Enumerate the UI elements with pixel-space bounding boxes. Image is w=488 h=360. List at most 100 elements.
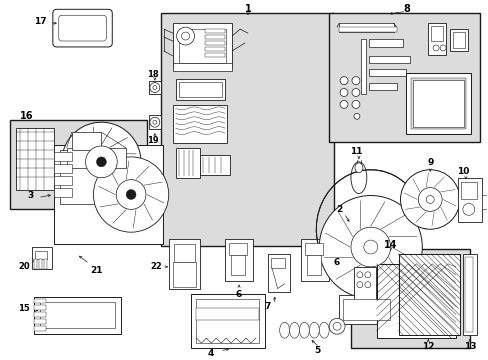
Bar <box>270 258 284 268</box>
Bar <box>196 309 258 320</box>
Circle shape <box>319 195 422 298</box>
Bar <box>343 298 389 320</box>
Bar <box>54 188 72 197</box>
Ellipse shape <box>299 322 309 338</box>
Bar <box>161 13 333 246</box>
Bar <box>172 63 232 71</box>
Text: 12: 12 <box>421 342 434 351</box>
Bar <box>35 251 47 259</box>
Bar <box>172 105 227 143</box>
Circle shape <box>150 117 160 127</box>
Bar <box>305 243 323 255</box>
Circle shape <box>328 318 345 334</box>
Bar <box>267 254 289 292</box>
Circle shape <box>364 282 370 288</box>
Circle shape <box>96 157 106 167</box>
Bar <box>34 312 46 318</box>
Bar <box>464 257 472 332</box>
Circle shape <box>93 157 168 232</box>
Circle shape <box>356 282 362 288</box>
Circle shape <box>462 203 474 215</box>
Circle shape <box>426 195 433 203</box>
Bar <box>307 255 321 275</box>
Bar <box>205 35 225 39</box>
Text: 3: 3 <box>27 191 33 200</box>
Circle shape <box>351 77 359 85</box>
Bar <box>168 239 200 289</box>
Bar <box>328 217 403 306</box>
Bar <box>353 267 375 302</box>
Bar <box>10 120 146 210</box>
Bar <box>205 41 225 45</box>
Bar <box>54 145 163 244</box>
Bar <box>338 27 396 32</box>
Bar <box>40 302 115 328</box>
Bar <box>173 244 195 262</box>
Bar <box>39 259 42 269</box>
FancyBboxPatch shape <box>53 9 112 47</box>
Circle shape <box>351 89 359 96</box>
Bar <box>376 264 455 338</box>
Circle shape <box>353 113 359 119</box>
Bar <box>205 29 225 33</box>
Bar <box>54 176 72 185</box>
Circle shape <box>356 272 362 278</box>
Bar <box>34 259 37 269</box>
Circle shape <box>351 100 359 108</box>
Bar <box>34 298 46 303</box>
Ellipse shape <box>309 322 319 338</box>
Bar <box>368 69 406 76</box>
Text: 11: 11 <box>349 148 362 157</box>
Circle shape <box>153 86 157 90</box>
Bar <box>301 239 328 281</box>
Circle shape <box>350 227 390 267</box>
Ellipse shape <box>319 322 328 338</box>
FancyBboxPatch shape <box>59 15 106 41</box>
Ellipse shape <box>289 322 299 338</box>
Bar <box>449 29 467 51</box>
Circle shape <box>339 89 347 96</box>
Circle shape <box>339 100 347 108</box>
Bar <box>350 249 469 348</box>
Circle shape <box>432 45 438 51</box>
Bar <box>368 82 396 90</box>
Bar <box>328 13 479 142</box>
Circle shape <box>181 32 189 40</box>
Bar <box>66 148 126 168</box>
Text: 22: 22 <box>150 262 162 271</box>
Text: 19: 19 <box>147 136 159 145</box>
Bar <box>368 56 409 63</box>
Ellipse shape <box>279 322 289 338</box>
Text: 6: 6 <box>235 290 242 299</box>
Bar <box>460 182 476 199</box>
Bar <box>175 148 200 178</box>
Bar <box>34 306 46 310</box>
Circle shape <box>61 122 141 202</box>
Circle shape <box>116 180 145 210</box>
Bar <box>190 294 264 348</box>
Text: 1: 1 <box>244 4 251 14</box>
Bar <box>481 194 486 210</box>
Bar <box>462 254 476 335</box>
Text: 20: 20 <box>18 262 30 271</box>
Bar <box>205 47 225 51</box>
Circle shape <box>176 27 194 45</box>
Bar <box>60 150 114 204</box>
Bar <box>229 243 246 255</box>
Bar <box>178 82 222 98</box>
Text: 6: 6 <box>333 258 340 267</box>
Text: 5: 5 <box>313 346 320 355</box>
Circle shape <box>332 322 340 330</box>
Bar <box>225 239 252 281</box>
Bar <box>452 32 464 48</box>
Bar <box>32 247 52 269</box>
Text: 2: 2 <box>335 205 342 214</box>
Bar <box>54 164 72 173</box>
Circle shape <box>417 188 441 211</box>
Bar <box>427 23 445 55</box>
Bar <box>172 262 196 287</box>
Bar <box>430 26 442 41</box>
Bar <box>406 73 470 134</box>
Bar <box>54 152 72 161</box>
Bar <box>149 81 161 94</box>
